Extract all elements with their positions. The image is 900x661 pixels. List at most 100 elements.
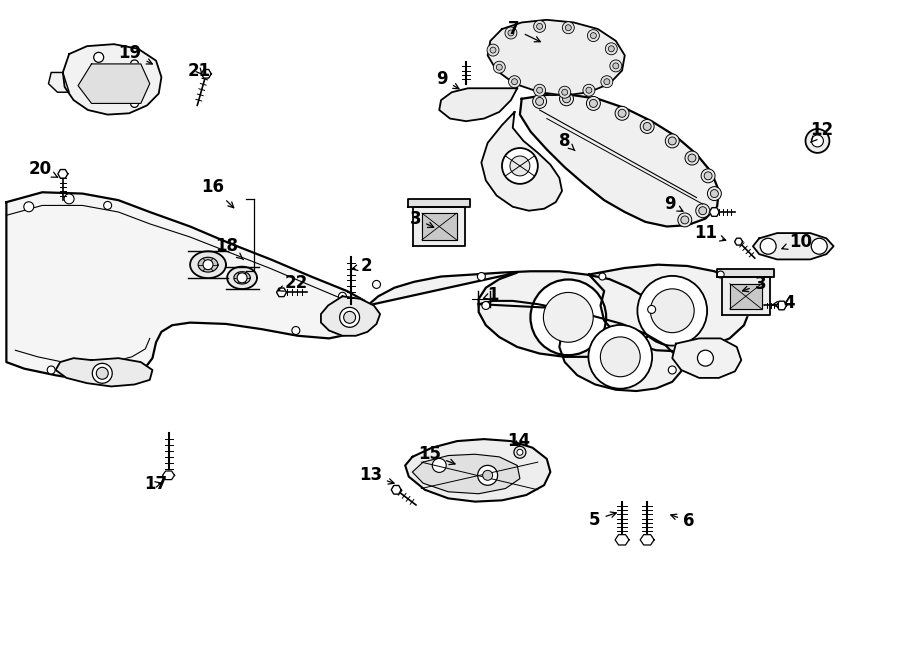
Polygon shape xyxy=(672,338,742,378)
Circle shape xyxy=(588,30,599,42)
Polygon shape xyxy=(717,270,774,278)
Circle shape xyxy=(608,46,615,52)
Circle shape xyxy=(610,60,622,72)
Circle shape xyxy=(487,44,499,56)
Circle shape xyxy=(565,24,572,30)
Polygon shape xyxy=(413,207,465,247)
Circle shape xyxy=(93,364,112,383)
Circle shape xyxy=(482,471,492,481)
Circle shape xyxy=(477,272,485,280)
Circle shape xyxy=(505,27,517,39)
Circle shape xyxy=(92,369,100,377)
Polygon shape xyxy=(479,301,681,391)
Polygon shape xyxy=(753,233,833,259)
Circle shape xyxy=(651,289,694,332)
Circle shape xyxy=(47,366,55,374)
Text: 3: 3 xyxy=(742,276,766,293)
Polygon shape xyxy=(6,192,374,382)
Circle shape xyxy=(587,97,600,110)
Text: 12: 12 xyxy=(810,122,833,142)
Text: 9: 9 xyxy=(664,195,683,213)
Circle shape xyxy=(586,87,592,93)
Circle shape xyxy=(339,307,360,327)
Text: 21: 21 xyxy=(187,62,211,80)
Circle shape xyxy=(601,76,613,88)
Circle shape xyxy=(338,292,346,300)
Circle shape xyxy=(544,292,593,342)
Polygon shape xyxy=(730,284,761,309)
Circle shape xyxy=(615,106,629,120)
Circle shape xyxy=(598,273,606,280)
Polygon shape xyxy=(520,95,719,227)
Polygon shape xyxy=(190,251,226,278)
Circle shape xyxy=(665,134,680,148)
Circle shape xyxy=(344,311,356,323)
Circle shape xyxy=(130,99,139,107)
Polygon shape xyxy=(777,301,787,310)
Text: 4: 4 xyxy=(772,294,795,312)
Circle shape xyxy=(130,60,139,68)
Circle shape xyxy=(510,156,530,176)
Circle shape xyxy=(536,87,543,93)
Circle shape xyxy=(137,82,145,90)
Circle shape xyxy=(493,61,505,73)
Circle shape xyxy=(669,366,676,374)
Circle shape xyxy=(432,459,446,473)
Circle shape xyxy=(701,169,716,183)
Circle shape xyxy=(742,301,749,307)
Circle shape xyxy=(613,63,619,69)
Circle shape xyxy=(536,23,543,29)
Text: 14: 14 xyxy=(508,432,531,450)
Text: 7: 7 xyxy=(508,20,540,42)
Circle shape xyxy=(669,137,676,145)
Circle shape xyxy=(203,260,213,270)
Circle shape xyxy=(104,202,112,210)
Circle shape xyxy=(589,325,652,389)
Polygon shape xyxy=(63,44,161,114)
Circle shape xyxy=(640,120,654,134)
Circle shape xyxy=(508,30,514,36)
Circle shape xyxy=(482,301,490,309)
Circle shape xyxy=(637,276,707,346)
Polygon shape xyxy=(276,288,286,297)
Polygon shape xyxy=(640,535,654,545)
Circle shape xyxy=(534,84,545,97)
Polygon shape xyxy=(56,358,152,387)
Circle shape xyxy=(680,216,688,224)
Circle shape xyxy=(559,86,571,98)
Circle shape xyxy=(618,109,626,117)
Circle shape xyxy=(806,129,830,153)
Circle shape xyxy=(490,47,496,53)
Circle shape xyxy=(237,273,248,283)
Circle shape xyxy=(533,95,546,108)
Circle shape xyxy=(496,64,502,70)
Polygon shape xyxy=(234,272,250,284)
Circle shape xyxy=(590,32,597,38)
Circle shape xyxy=(511,79,517,85)
Polygon shape xyxy=(722,278,770,315)
Polygon shape xyxy=(163,471,175,480)
Text: 13: 13 xyxy=(359,466,394,485)
Text: 20: 20 xyxy=(29,159,58,178)
Polygon shape xyxy=(405,439,551,502)
Text: 8: 8 xyxy=(559,132,575,151)
Text: 2: 2 xyxy=(352,256,372,275)
Polygon shape xyxy=(615,535,629,545)
Circle shape xyxy=(698,207,706,215)
Polygon shape xyxy=(412,454,520,494)
Circle shape xyxy=(23,202,34,212)
Polygon shape xyxy=(409,198,471,207)
Circle shape xyxy=(517,449,523,455)
Circle shape xyxy=(590,99,598,107)
Circle shape xyxy=(536,97,544,105)
Text: 15: 15 xyxy=(418,446,455,465)
Circle shape xyxy=(688,154,696,162)
Text: 17: 17 xyxy=(145,475,167,493)
Circle shape xyxy=(478,465,498,485)
Polygon shape xyxy=(227,266,257,289)
Circle shape xyxy=(64,194,74,204)
Text: 3: 3 xyxy=(410,210,434,227)
Polygon shape xyxy=(488,20,625,96)
Circle shape xyxy=(530,280,606,355)
Circle shape xyxy=(96,368,108,379)
